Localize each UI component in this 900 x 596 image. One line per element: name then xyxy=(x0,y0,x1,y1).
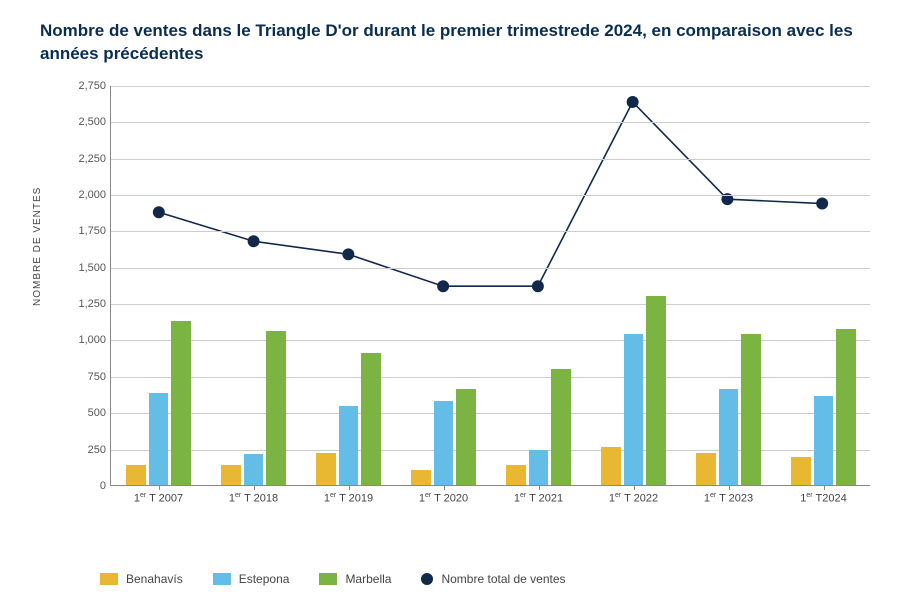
x-tick-label: 1er T 2023 xyxy=(704,492,753,505)
legend-swatch-icon xyxy=(100,573,118,585)
x-tick-label: 1er T2024 xyxy=(800,492,846,505)
x-tick-label: 1er T 2020 xyxy=(419,492,468,505)
y-tick-label: 500 xyxy=(51,407,106,419)
bar-marbella xyxy=(266,331,286,485)
bar-benahavís xyxy=(601,447,621,485)
legend-label: Benahavís xyxy=(126,572,183,586)
grid-line xyxy=(111,195,870,196)
y-tick-label: 2,750 xyxy=(51,80,106,92)
x-tick-mark xyxy=(349,485,350,490)
legend-item: Estepona xyxy=(213,572,290,586)
x-tick-label: 1er T 2021 xyxy=(514,492,563,505)
bar-benahavís xyxy=(221,465,241,485)
bar-estepona xyxy=(339,406,359,485)
x-tick-label: 1er T 2007 xyxy=(134,492,183,505)
x-tick-mark xyxy=(824,485,825,490)
bar-marbella xyxy=(646,296,666,485)
legend: Benahavís Estepona Marbella Nombre total de… xyxy=(100,572,566,586)
total-line xyxy=(159,102,822,286)
legend-item: Marbella xyxy=(319,572,391,586)
bar-marbella xyxy=(836,329,856,485)
bar-marbella xyxy=(171,321,191,485)
bar-estepona xyxy=(719,389,739,485)
y-tick-label: 750 xyxy=(51,371,106,383)
bar-estepona xyxy=(814,396,834,485)
chart-container: { "title": "Nombre de ventes dans le Tri… xyxy=(0,0,900,596)
bar-benahavís xyxy=(506,465,526,485)
y-tick-label: 1,750 xyxy=(51,225,106,237)
bar-estepona xyxy=(624,334,644,485)
y-tick-label: 2,000 xyxy=(51,189,106,201)
x-tick-mark xyxy=(539,485,540,490)
grid-line xyxy=(111,159,870,160)
bar-marbella xyxy=(741,334,761,485)
bar-benahavís xyxy=(411,470,431,485)
x-tick-mark xyxy=(444,485,445,490)
legend-label: Marbella xyxy=(345,572,391,586)
x-tick-label: 1er T 2018 xyxy=(229,492,278,505)
total-marker xyxy=(437,280,449,292)
legend-item: Nombre total de ventes xyxy=(421,572,565,586)
legend-swatch-icon xyxy=(213,573,231,585)
total-marker xyxy=(342,248,354,260)
x-tick-mark xyxy=(634,485,635,490)
y-tick-label: 250 xyxy=(51,444,106,456)
grid-line xyxy=(111,86,870,87)
bar-benahavís xyxy=(126,465,146,485)
x-tick-label: 1er T 2019 xyxy=(324,492,373,505)
bar-benahavís xyxy=(316,453,336,485)
bar-estepona xyxy=(149,393,169,485)
bar-estepona xyxy=(434,401,454,485)
x-tick-mark xyxy=(729,485,730,490)
grid-line xyxy=(111,268,870,269)
x-tick-label: 1er T 2022 xyxy=(609,492,658,505)
y-tick-label: 1,500 xyxy=(51,262,106,274)
y-tick-label: 2,500 xyxy=(51,116,106,128)
total-marker xyxy=(153,206,165,218)
y-tick-label: 1,250 xyxy=(51,298,106,310)
y-tick-label: 2,250 xyxy=(51,153,106,165)
total-marker xyxy=(816,197,828,209)
y-axis-label: NOMBRE DE VENTES xyxy=(32,187,43,306)
grid-line xyxy=(111,122,870,123)
total-marker xyxy=(248,235,260,247)
bar-marbella xyxy=(456,389,476,485)
bar-benahavís xyxy=(696,453,716,485)
bar-marbella xyxy=(361,353,381,485)
grid-line xyxy=(111,304,870,305)
x-tick-mark xyxy=(159,485,160,490)
y-tick-label: 1,000 xyxy=(51,334,106,346)
bar-benahavís xyxy=(791,457,811,485)
total-marker xyxy=(627,96,639,108)
total-marker xyxy=(532,280,544,292)
y-tick-label: 0 xyxy=(51,480,106,492)
plot: 1er T 20071er T 20181er T 20191er T 2020… xyxy=(110,86,870,486)
bar-estepona xyxy=(244,454,264,485)
chart-area: NOMBRE DE VENTES 1er T 20071er T 20181er… xyxy=(40,76,880,536)
x-tick-mark xyxy=(254,485,255,490)
legend-item: Benahavís xyxy=(100,572,183,586)
grid-line xyxy=(111,231,870,232)
legend-swatch-icon xyxy=(319,573,337,585)
legend-circle-icon xyxy=(421,573,433,585)
legend-label: Estepona xyxy=(239,572,290,586)
chart-title: Nombre de ventes dans le Triangle D'or d… xyxy=(40,20,860,66)
bar-estepona xyxy=(529,450,549,485)
legend-label: Nombre total de ventes xyxy=(441,572,565,586)
bar-marbella xyxy=(551,369,571,485)
